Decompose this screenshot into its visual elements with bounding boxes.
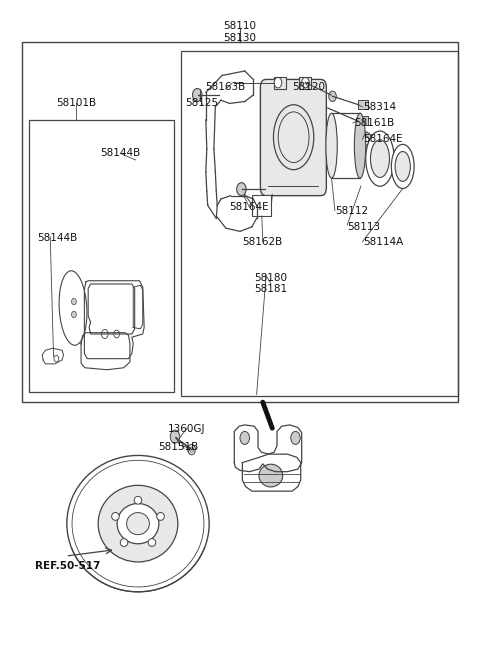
Circle shape	[170, 430, 180, 443]
Bar	[29, 120, 174, 392]
Text: 58101B: 58101B	[56, 98, 96, 109]
Ellipse shape	[259, 464, 283, 487]
Bar	[252, 195, 271, 215]
Text: 58161B: 58161B	[354, 118, 394, 128]
Ellipse shape	[395, 151, 410, 181]
Text: 58180
58181: 58180 58181	[254, 272, 288, 294]
Text: 58144B: 58144B	[37, 233, 77, 243]
Circle shape	[54, 356, 59, 362]
Circle shape	[329, 91, 336, 102]
Ellipse shape	[278, 112, 309, 162]
Text: 58163B: 58163B	[205, 83, 246, 92]
Circle shape	[301, 77, 309, 88]
Ellipse shape	[371, 140, 389, 178]
Ellipse shape	[274, 105, 314, 170]
Circle shape	[72, 298, 76, 305]
Ellipse shape	[120, 538, 128, 546]
Bar	[300, 77, 311, 88]
Ellipse shape	[354, 113, 366, 178]
Bar	[22, 42, 458, 402]
FancyBboxPatch shape	[261, 79, 326, 196]
Text: 58164E: 58164E	[363, 134, 403, 144]
Text: 58120: 58120	[292, 83, 325, 92]
Text: 58114A: 58114A	[363, 236, 404, 247]
Circle shape	[274, 77, 282, 88]
Ellipse shape	[134, 496, 142, 504]
Ellipse shape	[117, 504, 159, 544]
Ellipse shape	[157, 512, 164, 520]
Ellipse shape	[366, 131, 394, 186]
Ellipse shape	[67, 455, 209, 592]
Text: 58151B: 58151B	[158, 442, 198, 452]
Circle shape	[190, 447, 193, 452]
Text: 58113: 58113	[347, 222, 380, 232]
Circle shape	[237, 183, 246, 196]
Circle shape	[192, 88, 202, 102]
Circle shape	[72, 311, 76, 318]
Circle shape	[188, 444, 195, 455]
Ellipse shape	[391, 144, 414, 189]
Circle shape	[362, 136, 369, 145]
Ellipse shape	[59, 271, 87, 345]
Text: 58144B: 58144B	[100, 149, 141, 159]
Ellipse shape	[127, 513, 149, 534]
Text: REF.50-517: REF.50-517	[35, 561, 100, 572]
Ellipse shape	[326, 113, 337, 178]
Circle shape	[101, 329, 108, 339]
Text: 1360GJ: 1360GJ	[168, 424, 205, 434]
Text: 58112: 58112	[335, 206, 368, 215]
Bar	[274, 77, 286, 88]
Circle shape	[360, 132, 372, 149]
Text: 58110
58130: 58110 58130	[224, 21, 256, 43]
Bar	[332, 113, 360, 178]
Bar	[358, 100, 368, 109]
Text: 58164E: 58164E	[229, 202, 269, 212]
Circle shape	[291, 432, 300, 444]
Bar	[358, 117, 368, 125]
Circle shape	[114, 330, 120, 338]
Ellipse shape	[112, 512, 119, 520]
Ellipse shape	[98, 485, 178, 562]
Text: 58125: 58125	[185, 98, 218, 109]
Text: 58314: 58314	[363, 102, 396, 112]
Bar	[180, 52, 458, 396]
Circle shape	[240, 432, 250, 444]
Text: 58162B: 58162B	[243, 236, 283, 247]
Ellipse shape	[148, 538, 156, 546]
